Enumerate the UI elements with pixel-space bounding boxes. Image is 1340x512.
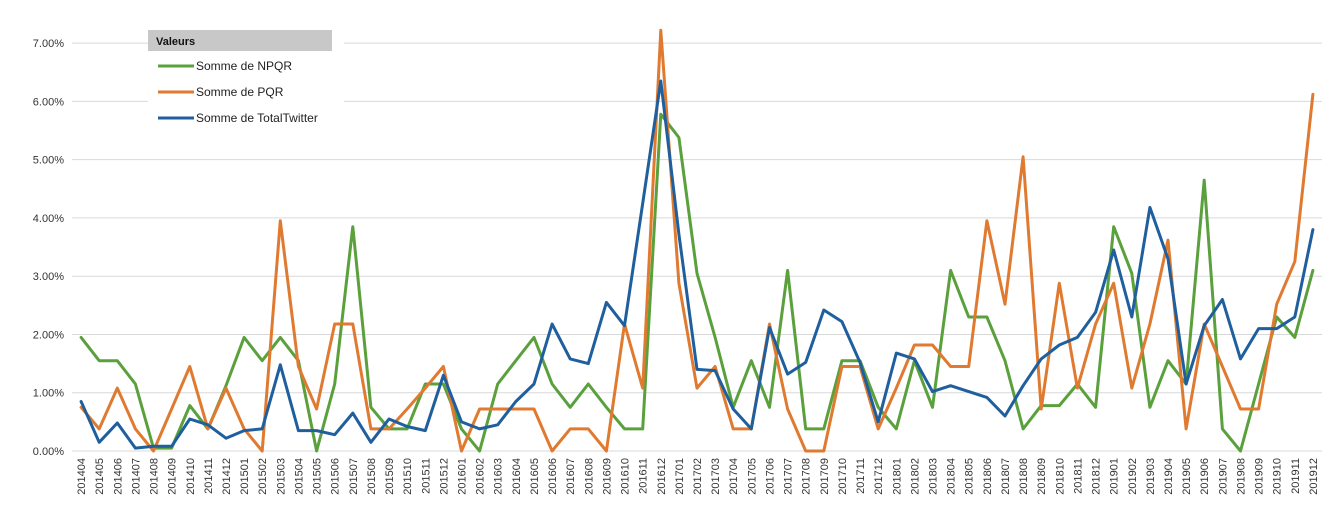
x-tick-label: 201909 — [1254, 458, 1266, 495]
x-tick-label: 201602 — [475, 458, 487, 495]
series-line-1 — [79, 28, 1315, 453]
y-tick-label: 5.00% — [33, 155, 64, 167]
x-tick-label: 201410 — [185, 458, 197, 495]
x-tick-label: 201810 — [1054, 458, 1066, 495]
x-tick-label: 201603 — [493, 458, 505, 495]
x-tick-label: 201801 — [891, 458, 903, 495]
x-tick-label: 201612 — [656, 458, 668, 495]
x-tick-label: 201802 — [909, 458, 921, 495]
x-tick-label: 201604 — [511, 458, 523, 495]
x-tick-label: 201906 — [1199, 458, 1211, 495]
x-tick-label: 201803 — [928, 458, 940, 495]
y-axis-ticks: 0.00% 1.00% 2.00% 3.00% 4.00% 5.00% 6.00% 7.00% — [33, 38, 64, 458]
x-tick-label: 201404 — [76, 458, 88, 495]
x-tick-label: 201408 — [149, 458, 161, 495]
series-layer — [79, 28, 1315, 453]
x-tick-label: 201710 — [837, 458, 849, 495]
legend-label: Somme de NPQR — [196, 59, 292, 73]
series-line-2 — [79, 79, 1315, 450]
x-tick-label: 201509 — [384, 458, 396, 495]
x-tick-label: 201511 — [420, 458, 432, 494]
x-tick-label: 201611 — [638, 458, 650, 494]
x-tick-label: 201510 — [402, 458, 414, 495]
x-tick-label: 201912 — [1308, 458, 1320, 495]
x-tick-label: 201811 — [1072, 458, 1084, 494]
x-tick-label: 201905 — [1181, 458, 1193, 495]
y-tick-label: 2.00% — [33, 329, 64, 341]
legend-items: Somme de NPQR Somme de PQR Somme de TotalT… — [158, 59, 318, 125]
x-axis-ticks: 201404 201405 201406 201407 201408 201409 2014… — [76, 458, 1320, 495]
x-tick-label: 201505 — [312, 458, 324, 495]
x-tick-label: 201610 — [620, 458, 632, 495]
x-tick-label: 201405 — [94, 458, 106, 495]
x-tick-label: 201910 — [1272, 458, 1284, 495]
x-tick-label: 201503 — [275, 458, 287, 495]
x-tick-label: 201506 — [330, 458, 342, 495]
x-tick-label: 201712 — [873, 458, 885, 495]
x-tick-label: 201903 — [1145, 458, 1157, 495]
x-tick-label: 201808 — [1018, 458, 1030, 495]
x-tick-label: 201807 — [1000, 458, 1012, 495]
y-tick-label: 4.00% — [33, 213, 64, 225]
y-tick-label: 0.00% — [33, 446, 64, 458]
x-tick-label: 201806 — [982, 458, 994, 495]
x-tick-label: 201409 — [167, 458, 179, 495]
x-tick-label: 201805 — [964, 458, 976, 495]
x-tick-label: 201605 — [529, 458, 541, 495]
x-tick-label: 201501 — [239, 458, 251, 495]
x-tick-label: 201704 — [728, 458, 740, 495]
x-tick-label: 201407 — [130, 458, 142, 495]
y-tick-label: 1.00% — [33, 388, 64, 400]
x-tick-label: 201908 — [1235, 458, 1247, 495]
x-tick-label: 201812 — [1091, 458, 1103, 495]
x-tick-label: 201411 — [203, 458, 215, 494]
x-tick-label: 201608 — [583, 458, 595, 495]
legend-header — [148, 30, 332, 51]
x-tick-label: 201809 — [1036, 458, 1048, 495]
x-tick-label: 201412 — [221, 458, 233, 495]
x-tick-label: 201609 — [601, 458, 613, 495]
x-tick-label: 201703 — [710, 458, 722, 495]
x-tick-label: 201504 — [293, 458, 305, 495]
legend-label: Somme de TotalTwitter — [196, 111, 318, 125]
x-tick-label: 201702 — [692, 458, 704, 495]
x-tick-label: 201901 — [1109, 458, 1121, 495]
x-tick-label: 201902 — [1127, 458, 1139, 495]
x-tick-label: 201708 — [801, 458, 813, 495]
x-tick-label: 201701 — [674, 458, 686, 495]
x-tick-label: 201911 — [1290, 458, 1302, 494]
x-tick-label: 201707 — [783, 458, 795, 495]
x-tick-label: 201711 — [855, 458, 867, 494]
x-tick-label: 201406 — [112, 458, 124, 495]
x-tick-label: 201507 — [348, 458, 360, 495]
y-tick-label: 3.00% — [33, 271, 64, 283]
x-tick-label: 201709 — [819, 458, 831, 495]
x-tick-label: 201606 — [547, 458, 559, 495]
x-tick-label: 201705 — [746, 458, 758, 495]
x-tick-label: 201706 — [764, 458, 776, 495]
x-tick-label: 201904 — [1163, 458, 1175, 495]
x-tick-label: 201804 — [946, 458, 958, 495]
y-tick-label: 6.00% — [33, 96, 64, 108]
series-line-0 — [79, 112, 1315, 453]
x-tick-label: 201907 — [1217, 458, 1229, 495]
legend-label: Somme de PQR — [196, 85, 284, 99]
x-tick-label: 201502 — [257, 458, 269, 495]
x-tick-label: 201601 — [456, 458, 468, 495]
x-tick-label: 201607 — [565, 458, 577, 495]
x-tick-label: 201508 — [366, 458, 378, 495]
x-tick-label: 201512 — [438, 458, 450, 495]
y-tick-label: 7.00% — [33, 38, 64, 50]
legend-title: Valeurs — [156, 36, 195, 48]
